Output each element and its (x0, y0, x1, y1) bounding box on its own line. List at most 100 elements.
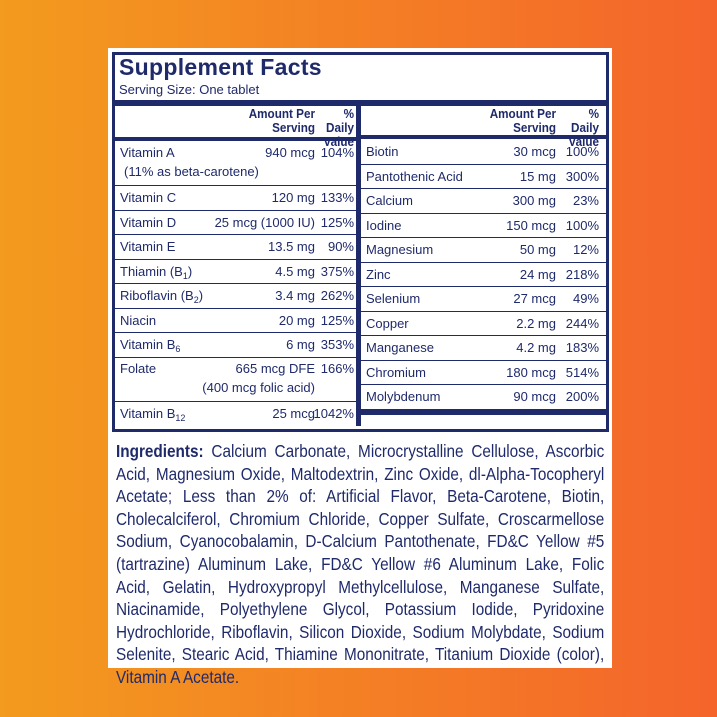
nutrient-name: Vitamin A (120, 145, 175, 160)
header-rule (115, 137, 356, 141)
nutrient-name: Vitamin B12 (120, 406, 186, 423)
amount-header: Amount Per Serving (489, 106, 556, 135)
amount: 2.2 mg (516, 315, 556, 331)
daily-value: 166% (320, 360, 354, 376)
nutrient-name-text: Calcium (366, 193, 413, 208)
nutrient-name-text: Folate (120, 360, 157, 376)
daily-value: 125% (320, 214, 354, 230)
row-rule (115, 400, 356, 402)
row-rule (115, 185, 356, 186)
nutrient-name-text: Vitamin B (120, 337, 176, 352)
amount: 4.5 mg (275, 263, 315, 279)
amount: 3.4 mg (275, 288, 315, 303)
amount: 25 mcg (1000 IU) (214, 214, 315, 230)
nutrient-subscript: 6 (175, 344, 181, 354)
daily-value: 49% (572, 291, 599, 306)
row-rule (115, 258, 356, 260)
amount: 300 mg (512, 193, 556, 208)
row-rule (361, 310, 606, 312)
daily-value: 1042% (313, 405, 354, 421)
daily-value: 244% (565, 315, 599, 331)
dv-header: % Daily Value (323, 106, 354, 149)
bottom-rule (361, 408, 606, 415)
amount: 665 mcg DFE (235, 360, 315, 376)
daily-value: 375% (320, 263, 354, 279)
nutrient-note: (11% as beta-carotene) (124, 164, 259, 179)
nutrient-name: Riboflavin (B2) (120, 288, 204, 305)
nutrient-name-text: Vitamin A (120, 145, 175, 160)
daily-value: 104% (320, 145, 354, 160)
title: Supplement Facts (119, 54, 322, 80)
ingredients-text: Calcium Carbonate, Microcrystalline Cell… (116, 441, 605, 687)
daily-value: 218% (565, 266, 599, 282)
nutrient-name-text: Vitamin E (120, 239, 176, 254)
daily-value: 183% (565, 340, 599, 355)
nutrient-name: Thiamin (B1) (120, 263, 193, 281)
nutrient-subscript: 1 (182, 270, 188, 281)
amount: 15 mg (519, 168, 556, 184)
daily-value: 23% (572, 193, 599, 208)
amount: 20 mg (278, 312, 315, 328)
nutrient-name-text: Thiamin (B (120, 263, 183, 279)
nutrient-name: Selenium (366, 291, 420, 306)
nutrient-name: Magnesium (366, 242, 433, 257)
amount: 6 mg (286, 337, 315, 352)
amount: 150 mcg (506, 217, 556, 233)
daily-value: 12% (572, 242, 599, 257)
nutrient-name: Iodine (366, 218, 401, 233)
nutrient-name-text: Biotin (366, 144, 399, 159)
nutrient-name: Calcium (366, 193, 413, 208)
row-rule (361, 261, 606, 263)
nutrient-suffix: ) (187, 263, 193, 279)
nutrient-name: Folate (120, 361, 156, 376)
dv-header: % Daily Value (568, 106, 599, 149)
nutrient-name: Zinc (366, 267, 391, 282)
nutrient-name-text: Vitamin C (120, 190, 177, 205)
daily-value: 125% (320, 312, 354, 328)
row-rule (361, 163, 606, 165)
nutrient-name-text: Molybdenum (366, 389, 441, 404)
nutrient-subscript: 12 (175, 412, 186, 423)
nutrient-name-text: Zinc (366, 266, 391, 282)
amount: 940 mcg (265, 145, 315, 160)
nutrient-subscript: 2 (193, 295, 199, 305)
amount: 4.2 mg (516, 340, 556, 355)
amount: 13.5 mg (268, 239, 315, 254)
row-rule (361, 212, 606, 214)
nutrient-name-text: Manganese (366, 340, 434, 355)
nutrient-name-text: Iodine (366, 217, 402, 233)
nutrient-name: Vitamin E (120, 239, 175, 254)
nutrient-name-text: Vitamin D (120, 214, 177, 230)
nutrient-name: Molybdenum (366, 389, 440, 404)
row-rule (361, 286, 606, 287)
nutrient-name-text: Chromium (366, 364, 426, 380)
amount: 27 mcg (513, 291, 556, 306)
row-rule (115, 283, 356, 284)
nutrient-name: Pantothenic Acid (366, 169, 463, 184)
column-divider (356, 106, 361, 426)
header-rule (361, 135, 606, 139)
nutrient-suffix: ) (198, 288, 204, 303)
nutrient-name: Niacin (120, 313, 156, 328)
nutrient-name-text: Copper (366, 315, 409, 331)
nutrient-name-text: Niacin (120, 312, 157, 328)
amount: 120 mg (271, 190, 315, 205)
nutrient-name: Vitamin C (120, 190, 176, 205)
amount-header: Amount Per Serving (248, 106, 315, 135)
amount: 30 mcg (513, 144, 556, 159)
row-rule (361, 335, 606, 336)
daily-value: 133% (320, 190, 354, 205)
nutrient-name: Vitamin B6 (120, 337, 181, 354)
facts-frame (112, 52, 609, 432)
daily-value: 100% (565, 217, 599, 233)
row-rule (115, 356, 356, 358)
nutrient-name: Biotin (366, 144, 399, 159)
row-rule (361, 237, 606, 238)
nutrient-name-text: Selenium (366, 291, 421, 306)
nutrient-name-text: Riboflavin (B (120, 288, 194, 303)
daily-value: 100% (565, 144, 599, 159)
ingredients-label: Ingredients: (116, 441, 204, 461)
daily-value: 300% (565, 168, 599, 184)
serving-size: Serving Size: One tablet (119, 82, 260, 97)
row-rule (115, 307, 356, 309)
